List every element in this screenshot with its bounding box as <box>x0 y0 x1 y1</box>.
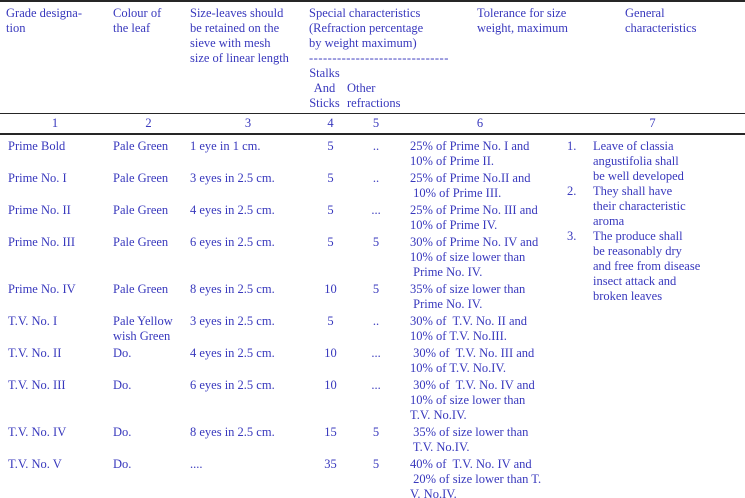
tolerance-cell: 25% of Prime No. III and 10% of Prime IV… <box>410 203 538 232</box>
tolerance-cell: 30% of T.V. No. II and 10% of T.V. No.II… <box>410 314 527 343</box>
item-text: Leave of classia angustifolia shall be w… <box>593 139 684 183</box>
column-numbers-row: 1 2 3 4 5 6 7 <box>0 114 745 133</box>
colour-cell: Pale Yellow wish Green <box>113 314 173 343</box>
stalks-sticks-cell: 5 <box>327 235 334 249</box>
tolerance-cell: 25% of Prime No.II and 10% of Prime III. <box>410 171 531 200</box>
item-number: 2. <box>567 184 577 198</box>
special-characteristics-divider: ------------------------------ <box>309 51 449 65</box>
grade-cell: T.V. No. I <box>8 314 58 328</box>
column-header-special-characteristics: Special characteristics (Refraction perc… <box>309 6 449 111</box>
size-cell: 3 eyes in 2.5 cm. <box>190 171 275 185</box>
stalks-sticks-cell: 10 <box>324 282 337 296</box>
column-number-2: 2 <box>145 116 152 130</box>
other-refractions-cell: .. <box>372 314 380 328</box>
colour-cell: Do. <box>113 346 132 360</box>
other-refractions-cell: ... <box>371 346 381 360</box>
item-number: 3. <box>567 229 577 243</box>
tolerance-cell: 30% of T.V. No. IV and 10% of size lower… <box>410 378 535 422</box>
tolerance-cell: 35% of size lower than T.V. No.IV. <box>412 425 529 454</box>
colour-cell: Do. <box>113 425 132 439</box>
column-header-grade-designation: Grade designa- tion <box>6 6 83 35</box>
subheader-stalks-and-sticks: Stalks And Sticks <box>309 66 340 110</box>
tolerance-cell: 30% of Prime No. IV and 10% of size lowe… <box>410 235 539 279</box>
stalks-sticks-cell: 5 <box>327 171 334 185</box>
stalks-sticks-cell: 35 <box>324 457 337 471</box>
column-number-5: 5 <box>372 116 380 130</box>
top-rule <box>0 0 745 2</box>
colour-cell: Pale Green <box>113 203 169 217</box>
grade-cell: Prime No. IV <box>8 282 76 296</box>
table-header-row: Grade designa- tion Colour of the leaf S… <box>0 2 745 113</box>
grade-cell: Prime No. I <box>8 171 67 185</box>
item-text: They shall have their characteristic aro… <box>593 184 686 228</box>
column-number-4: 4 <box>327 116 334 130</box>
grade-cell: Prime No. III <box>8 235 75 249</box>
column-header-size-leaves: Size-leaves should be retained on the si… <box>190 6 289 65</box>
stalks-sticks-cell: 10 <box>324 346 337 360</box>
general-characteristic-item: 2. They shall have their characteristic … <box>565 184 745 229</box>
tolerance-cell: 25% of Prime No. I and 10% of Prime II. <box>410 139 530 168</box>
grade-cell: T.V. No. III <box>8 378 66 392</box>
tolerance-cell: 40% of T.V. No. IV and 20% of size lower… <box>410 457 542 498</box>
colour-cell: Pale Green <box>113 171 169 185</box>
grade-cell: T.V. No. V <box>8 457 62 471</box>
other-refractions-cell: ... <box>371 378 381 392</box>
grade-cell: T.V. No. II <box>8 346 62 360</box>
general-characteristic-item: 1. Leave of classia angustifolia shall b… <box>565 139 745 184</box>
column-number-1: 1 <box>51 116 59 130</box>
size-cell: 6 eyes in 2.5 cm. <box>190 235 275 249</box>
column-header-general-characteristics: General characteristics <box>625 6 697 35</box>
size-cell: 1 eye in 1 cm. <box>190 139 261 153</box>
general-characteristic-item: 3. The produce shall be reasonably dry a… <box>565 229 745 304</box>
colour-cell: Do. <box>113 457 132 471</box>
stalks-sticks-cell: 15 <box>324 425 337 439</box>
other-refractions-cell: 5 <box>372 235 380 249</box>
stalks-sticks-cell: 5 <box>327 314 334 328</box>
other-refractions-cell: 5 <box>372 457 380 471</box>
size-cell: .... <box>190 457 203 471</box>
tolerance-cell: 35% of size lower than Prime No. IV. <box>410 282 526 311</box>
column-number-7: 7 <box>649 116 656 130</box>
other-refractions-cell: ... <box>371 203 381 217</box>
special-characteristics-subheaders: Stalks And Sticks Other refractions <box>309 66 400 111</box>
general-characteristics-list: 1. Leave of classia angustifolia shall b… <box>560 139 745 498</box>
size-cell: 4 eyes in 2.5 cm. <box>190 346 275 360</box>
other-refractions-cell: .. <box>372 139 380 153</box>
size-cell: 3 eyes in 2.5 cm. <box>190 314 275 328</box>
size-cell: 4 eyes in 2.5 cm. <box>190 203 275 217</box>
other-refractions-cell: 5 <box>372 282 380 296</box>
size-cell: 8 eyes in 2.5 cm. <box>190 282 275 296</box>
colour-cell: Pale Green <box>113 282 169 296</box>
stalks-sticks-cell: 5 <box>327 139 334 153</box>
grade-cell: Prime No. II <box>8 203 71 217</box>
colour-cell: Pale Green <box>113 235 169 249</box>
numbers-body-rule <box>0 133 745 135</box>
column-number-3: 3 <box>244 116 252 130</box>
other-refractions-cell: 5 <box>372 425 380 439</box>
colour-cell: Do. <box>113 378 132 392</box>
other-refractions-cell: .. <box>372 171 380 185</box>
subheader-other-refractions: Other refractions <box>347 81 401 110</box>
size-cell: 8 eyes in 2.5 cm. <box>190 425 275 439</box>
table-body: Prime Bold Pale Green 1 eye in 1 cm. 5 .… <box>0 135 745 498</box>
grade-cell: T.V. No. IV <box>8 425 67 439</box>
colour-cell: Pale Green <box>113 139 169 153</box>
special-characteristics-title: Special characteristics (Refraction perc… <box>309 6 424 50</box>
item-number: 1. <box>567 139 577 153</box>
column-header-tolerance: Tolerance for size weight, maximum <box>477 6 568 35</box>
tolerance-cell: 30% of T.V. No. III and 10% of T.V. No.I… <box>410 346 535 375</box>
grade-cell: Prime Bold <box>8 139 66 153</box>
item-text: The produce shall be reasonably dry and … <box>593 229 701 303</box>
header-numbers-rule <box>0 113 745 114</box>
size-cell: 6 eyes in 2.5 cm. <box>190 378 275 392</box>
stalks-sticks-cell: 5 <box>327 203 334 217</box>
stalks-sticks-cell: 10 <box>324 378 337 392</box>
column-header-colour-of-leaf: Colour of the leaf <box>113 6 162 35</box>
column-number-6: 6 <box>476 116 484 130</box>
